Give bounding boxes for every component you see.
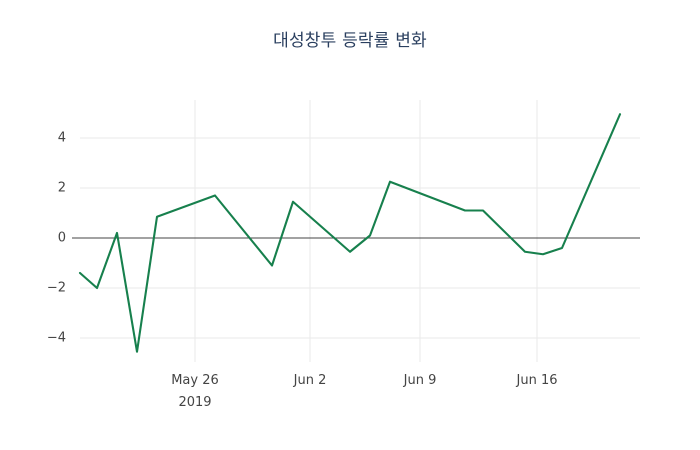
y-axis-tick-labels: 4 2 0 −2 −4	[47, 131, 66, 346]
chart-title: 대성창투 등락률 변화	[273, 31, 427, 51]
x-axis-tick-labels: May 26 2019 Jun 2 Jun 9 Jun 16	[171, 373, 557, 410]
x-axis-tick-sublabel: 2019	[178, 395, 211, 410]
data-series-group	[78, 113, 622, 353]
y-axis-tick-label: 0	[58, 231, 66, 246]
y-axis-tick-label: −4	[47, 331, 66, 346]
x-axis-tick-label: May 26	[171, 373, 219, 388]
x-axis-tick-label: Jun 16	[516, 373, 558, 388]
data-line-등락률	[78, 113, 622, 353]
y-axis-tick-label: 4	[58, 131, 66, 146]
y-axis-tick-label: −2	[47, 281, 66, 296]
x-axis-tick-label: Jun 2	[293, 373, 327, 388]
x-axis-tick-label: Jun 9	[403, 373, 437, 388]
gridlines-group	[80, 100, 640, 362]
y-axis-tick-label: 2	[58, 181, 66, 196]
